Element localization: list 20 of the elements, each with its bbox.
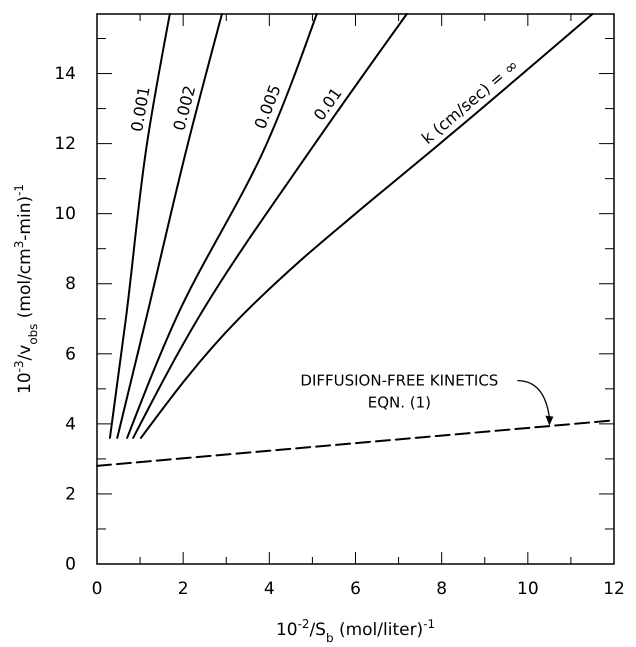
x-tick-label: 6: [350, 579, 361, 600]
x-tick-label: 2: [178, 579, 189, 600]
y-tick-label: 4: [65, 414, 76, 434]
y-tick-label: 10: [54, 204, 76, 224]
x-tick-label: 0: [92, 579, 102, 600]
text: 0.002: [169, 83, 200, 133]
y-tick-label: 8: [65, 274, 76, 294]
y-tick-label: 12: [54, 134, 76, 154]
x-tick-label: 12: [603, 579, 625, 600]
y-tick-label: 6: [65, 344, 76, 364]
annotation: DIFFUSION-FREE KINETICS EQN. (1): [300, 372, 498, 412]
text: 0.001: [127, 84, 154, 134]
text: 0.005: [250, 82, 285, 132]
y-tick-label: 2: [65, 484, 76, 504]
x-tick-label: 8: [436, 579, 448, 600]
y-tick-label: 14: [54, 64, 76, 84]
x-axis-title: 10$^{-2}$/S$_{b}$ (mol/liter)$^{-1}$: [276, 617, 436, 645]
x-tick-label: 4: [264, 579, 275, 600]
x-tick-label: 10: [517, 579, 539, 600]
y-tick-label: 0: [65, 554, 76, 574]
